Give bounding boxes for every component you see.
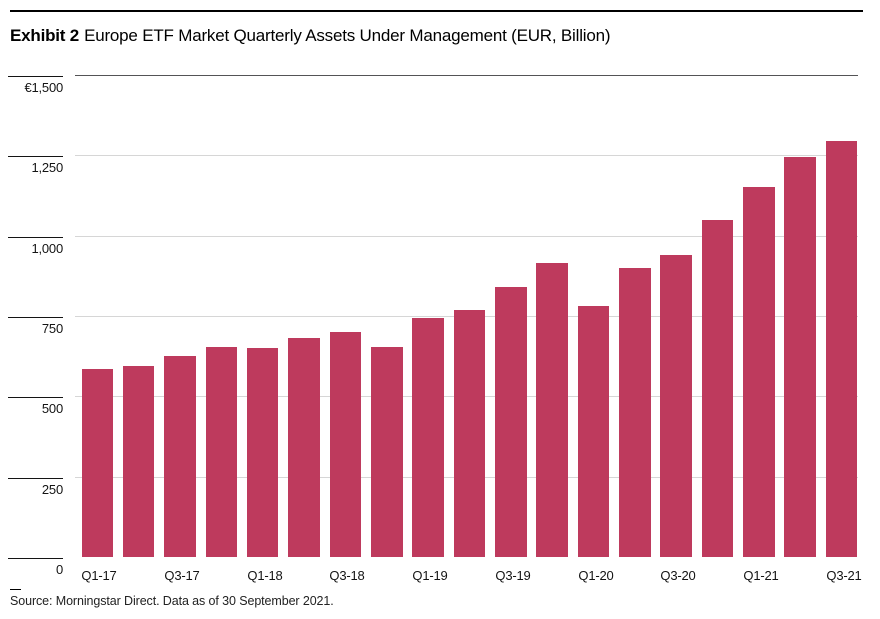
bar-q3-17 xyxy=(164,356,196,557)
bar-q4-19 xyxy=(536,263,568,557)
exhibit-title-text: Europe ETF Market Quarterly Assets Under… xyxy=(84,26,611,45)
bar-q4-20 xyxy=(701,220,734,557)
y-tick-label-500: 500 xyxy=(41,401,63,416)
top-rule xyxy=(10,10,863,12)
bar-q1-19 xyxy=(412,318,444,557)
x-tick-label-q3-21: Q3-21 xyxy=(826,568,862,583)
exhibit-label: Exhibit 2 xyxy=(10,26,80,45)
y-tick-0 xyxy=(8,558,63,559)
y-tick-1500 xyxy=(8,76,63,77)
y-tick-500 xyxy=(8,397,63,398)
bar-chart-plot-area xyxy=(75,75,858,558)
bar-q2-17 xyxy=(122,366,155,557)
bar-q4-18 xyxy=(370,347,403,557)
y-tick-label-0: 0 xyxy=(55,562,63,577)
bar-q3-20 xyxy=(660,255,692,557)
y-gridline-1500 xyxy=(75,75,858,76)
y-tick-label-1000: 1,000 xyxy=(31,241,63,256)
bar-q1-21 xyxy=(743,187,775,557)
x-tick-label-q1-21: Q1-21 xyxy=(743,568,779,583)
bar-q1-20 xyxy=(577,306,610,557)
y-tick-label-1500: €1,500 xyxy=(24,80,63,95)
x-tick-label-q3-17: Q3-17 xyxy=(164,568,200,583)
y-gridline-1000 xyxy=(75,236,858,237)
bar-q3-18 xyxy=(329,332,362,557)
y-tick-1250 xyxy=(8,156,63,157)
y-tick-label-250: 250 xyxy=(41,482,63,497)
y-tick-1000 xyxy=(8,237,63,238)
x-tick-label-q1-20: Q1-20 xyxy=(578,568,614,583)
y-tick-750 xyxy=(8,317,63,318)
footnote-rule xyxy=(10,589,21,590)
x-tick-label-q3-18: Q3-18 xyxy=(329,568,365,583)
y-gridline-1250 xyxy=(75,155,858,156)
source-note: Source: Morningstar Direct. Data as of 3… xyxy=(10,594,334,608)
x-tick-label-q1-17: Q1-17 xyxy=(81,568,117,583)
bar-q1-17 xyxy=(81,369,114,557)
x-tick-label-q1-19: Q1-19 xyxy=(412,568,448,583)
y-tick-label-1250: 1,250 xyxy=(31,160,63,175)
bar-q4-17 xyxy=(205,347,238,557)
y-tick-label-750: 750 xyxy=(41,321,63,336)
bar-q3-21 xyxy=(825,141,858,557)
page-title: Exhibit 2 Europe ETF Market Quarterly Ass… xyxy=(10,25,611,47)
bar-q3-19 xyxy=(495,287,527,557)
bar-q2-19 xyxy=(453,310,486,557)
bar-q1-18 xyxy=(246,348,279,557)
y-tick-250 xyxy=(8,478,63,479)
x-tick-label-q1-18: Q1-18 xyxy=(247,568,283,583)
bar-q2-18 xyxy=(288,338,320,557)
x-tick-label-q3-20: Q3-20 xyxy=(660,568,696,583)
bar-q2-21 xyxy=(784,157,817,557)
bar-q2-20 xyxy=(619,268,651,557)
x-tick-label-q3-19: Q3-19 xyxy=(495,568,531,583)
